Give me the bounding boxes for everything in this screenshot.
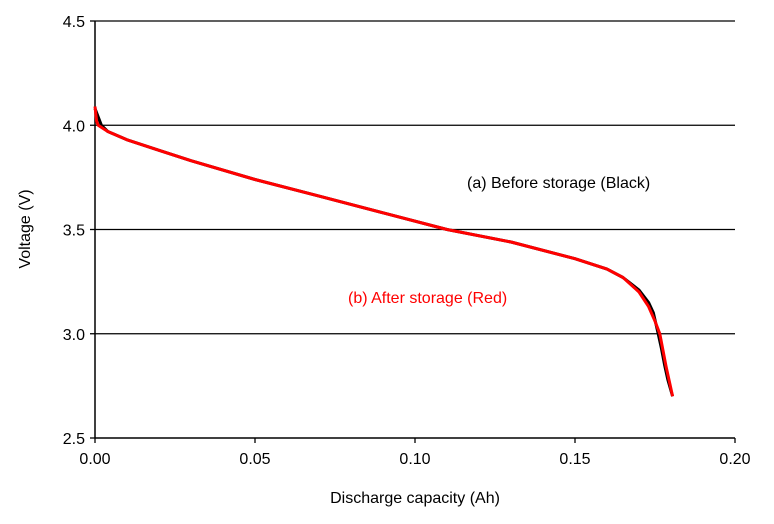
y-tick-label: 2.5 xyxy=(63,431,85,448)
x-tick-label: 0.20 xyxy=(719,451,750,468)
y-tick-label: 4.0 xyxy=(63,118,85,135)
y-tick-label: 3.5 xyxy=(63,223,85,240)
x-tick-label: 0.10 xyxy=(399,451,430,468)
y-tick-label: 3.0 xyxy=(63,327,85,344)
series-line-after-storage xyxy=(93,106,675,397)
y-axis-label: Voltage (V) xyxy=(17,189,34,268)
series-line-before-storage xyxy=(93,108,675,397)
x-tick-label: 0.05 xyxy=(239,451,270,468)
x-tick-label: 0.15 xyxy=(559,451,590,468)
legend-label-after-storage: (b) After storage (Red) xyxy=(348,290,507,307)
y-tick-label: 4.5 xyxy=(63,14,85,31)
x-tick-label: 0.00 xyxy=(79,451,110,468)
legend-label-before-storage: (a) Before storage (Black) xyxy=(467,175,650,192)
x-axis-label: Discharge capacity (Ah) xyxy=(330,490,500,507)
